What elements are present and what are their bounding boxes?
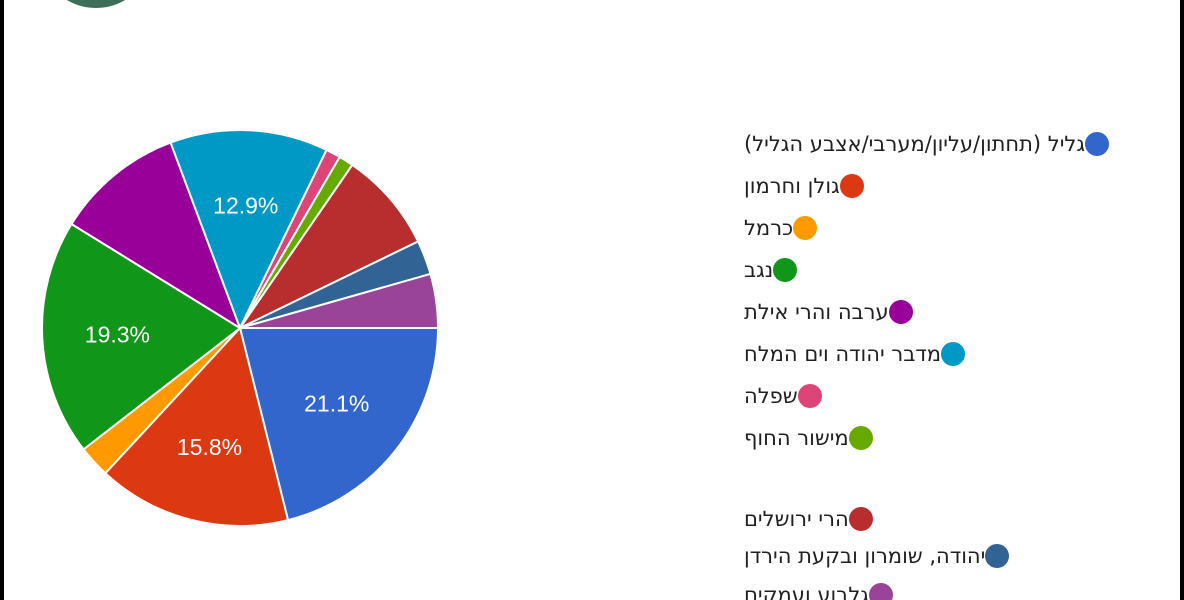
avatar xyxy=(48,0,144,8)
pie-slice[interactable] xyxy=(238,327,440,522)
legend-swatch xyxy=(797,384,822,408)
legend-swatch xyxy=(868,583,893,600)
legend-item[interactable]: מישור החוף xyxy=(730,423,1160,453)
slice-data-label: 15.8% xyxy=(177,434,242,460)
legend-item[interactable]: כרמל xyxy=(730,213,1160,243)
legend-swatch xyxy=(888,300,913,324)
legend-swatch xyxy=(985,544,1010,568)
legend-label: מישור החוף xyxy=(744,426,849,450)
legend-swatch xyxy=(793,216,818,240)
legend-swatch xyxy=(848,426,873,450)
legend-item[interactable]: גולן וחרמון xyxy=(730,171,1160,201)
legend-label: נגב xyxy=(744,258,774,282)
legend-item[interactable]: גלבוע ועמקים xyxy=(730,580,1160,600)
legend-swatch xyxy=(839,174,864,198)
legend-item[interactable]: יהודה, שומרון ובקעת הירדן xyxy=(730,541,1160,571)
pie-slice[interactable] xyxy=(41,222,242,451)
legend-item[interactable]: נגב xyxy=(730,255,1160,285)
legend-item[interactable]: מדבר יהודה וים המלח xyxy=(730,339,1160,369)
legend-item[interactable]: שפלה xyxy=(730,381,1160,411)
legend-label: הרי ירושלים xyxy=(744,507,849,531)
legend-swatch xyxy=(848,507,873,531)
legend-label: שפלה xyxy=(744,384,798,408)
legend-swatch xyxy=(941,342,966,366)
legend-label: גליל (תחתון/עליון/מערבי/אצבע הגליל) xyxy=(744,132,1085,156)
slice-data-label: 19.3% xyxy=(85,322,150,348)
slice-data-label: 12.9% xyxy=(213,192,278,218)
pie-slice[interactable] xyxy=(239,272,440,329)
legend-label: כרמל xyxy=(744,216,794,240)
pie-chart: 21.1% 15.8% 19.3% 12.9% xyxy=(41,129,440,527)
legend-item[interactable]: ערבה והרי אילת xyxy=(730,297,1160,327)
legend-label: גלבוע ועמקים xyxy=(744,583,869,600)
legend-item[interactable]: הרי ירושלים xyxy=(730,504,1160,534)
legend-item[interactable]: גליל (תחתון/עליון/מערבי/אצבע הגליל) xyxy=(730,129,1160,159)
pie-slice[interactable] xyxy=(70,141,242,331)
pie-slice[interactable] xyxy=(169,129,328,331)
legend-label: ערבה והרי אילת xyxy=(744,300,889,324)
legend-label: מדבר יהודה וים המלח xyxy=(744,342,942,366)
pie-slice[interactable] xyxy=(103,325,290,527)
slice-data-label: 21.1% xyxy=(304,391,369,417)
legend-swatch xyxy=(1085,132,1109,156)
pie-slice[interactable] xyxy=(237,163,420,331)
legend-label: יהודה, שומרון ובקעת הירדן xyxy=(744,544,986,568)
legend-swatch xyxy=(773,258,798,282)
legend-label: גולן וחרמון xyxy=(744,174,840,198)
